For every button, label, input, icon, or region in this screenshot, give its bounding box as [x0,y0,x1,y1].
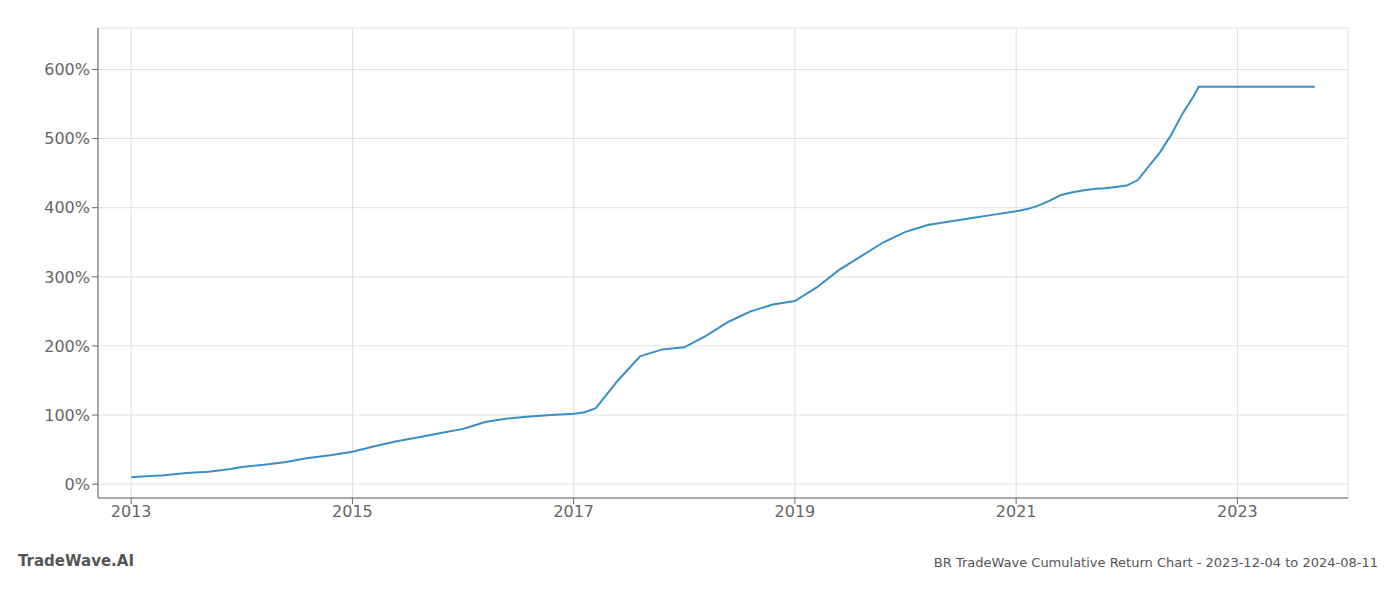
svg-text:2015: 2015 [332,502,373,521]
svg-text:600%: 600% [44,60,90,79]
svg-text:100%: 100% [44,406,90,425]
svg-text:500%: 500% [44,129,90,148]
svg-text:2019: 2019 [775,502,816,521]
svg-text:2017: 2017 [553,502,594,521]
svg-text:0%: 0% [65,475,90,494]
svg-text:200%: 200% [44,337,90,356]
svg-text:300%: 300% [44,268,90,287]
html-text:BR TradeWave Cumulative Return: BR TradeWave Cumulative Return Chart - 2… [933,555,1378,570]
svg-text:2013: 2013 [111,502,152,521]
html-text:TradeWave.AI: TradeWave.AI [18,552,134,570]
svg-text:400%: 400% [44,198,90,217]
svg-text:2021: 2021 [996,502,1037,521]
svg-text:2023: 2023 [1217,502,1258,521]
